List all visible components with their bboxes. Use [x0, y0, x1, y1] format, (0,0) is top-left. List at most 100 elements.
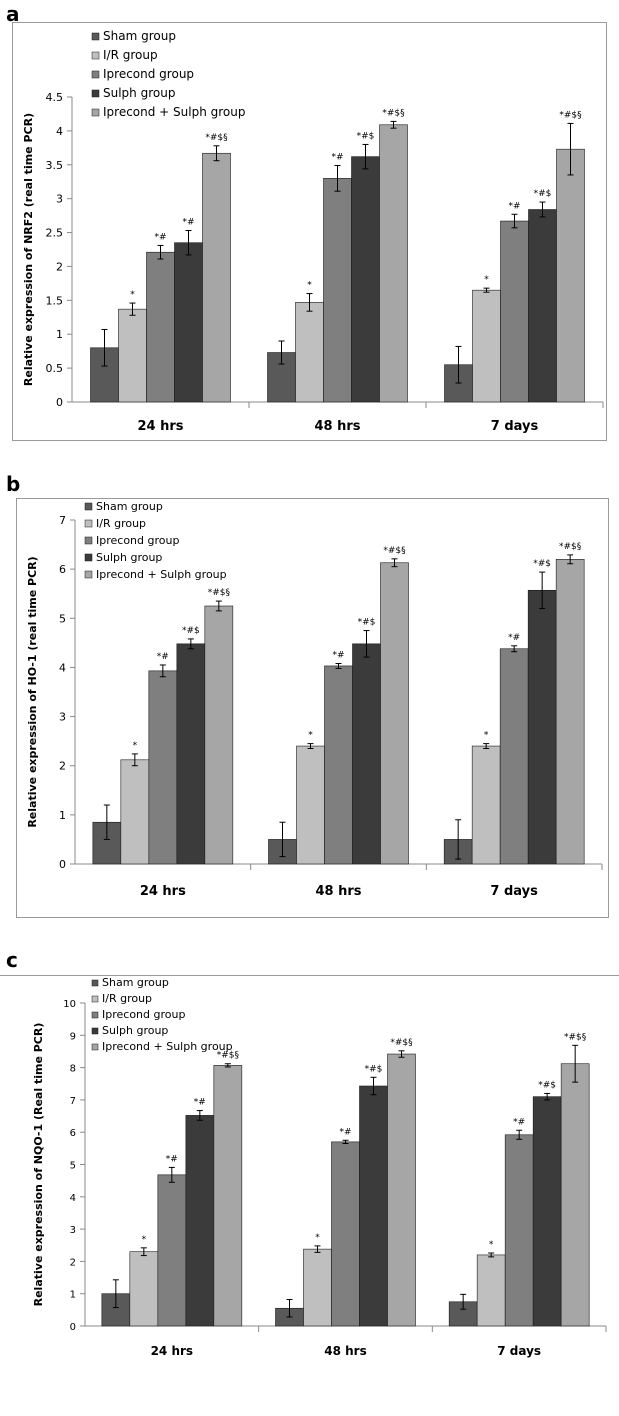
significance-label: *: [142, 1235, 147, 1245]
y-tick-label: 7: [70, 1096, 76, 1107]
y-tick-label: 3: [70, 1225, 76, 1236]
panel-label-a: a: [6, 2, 20, 26]
bar-1-3: [359, 1085, 388, 1327]
y-tick-label: 2: [59, 760, 66, 773]
legend-swatch: [91, 1027, 99, 1035]
y-tick-label: 5: [70, 1161, 76, 1172]
bar-0-4: [204, 605, 234, 865]
significance-label: *: [315, 1233, 320, 1243]
significance-label: *#: [331, 152, 343, 162]
significance-label: *#$§: [564, 1032, 587, 1042]
legend-entry: Sulph group: [103, 86, 175, 100]
y-tick-label: 0: [70, 1322, 76, 1333]
bar-0-4: [202, 152, 231, 403]
y-tick-label: 1: [59, 809, 66, 822]
legend-entry: Sulph group: [102, 1024, 168, 1037]
legend-entry: Sham group: [96, 500, 163, 513]
bar-1-2: [323, 178, 352, 403]
panel-label-b: b: [6, 472, 21, 496]
x-category-label: 24 hrs: [151, 1344, 193, 1358]
legend-swatch: [84, 502, 93, 511]
chart-b-ho1: 0 1 2 3 4 5 6 7 Relative expression of HO-1 (rea…: [16, 498, 609, 918]
significance-label: *#: [332, 650, 344, 660]
y-tick-label: 0: [56, 396, 63, 409]
bar-0-2: [157, 1174, 187, 1327]
x-category-label: 48 hrs: [314, 419, 360, 434]
significance-label: *#: [339, 1127, 351, 1137]
significance-label: *: [130, 290, 135, 300]
legend-entry: Sham group: [102, 976, 169, 989]
legend-swatch: [91, 89, 100, 98]
bar-1-4: [387, 1053, 416, 1327]
bar-0-2: [148, 670, 178, 865]
bar-2-1: [472, 289, 501, 403]
y-tick-label: 3.5: [46, 159, 64, 172]
bar-0-2: [146, 251, 175, 403]
legend-entry: I/R group: [103, 48, 158, 62]
bar-0-1: [118, 308, 147, 403]
bar-2-1: [476, 1254, 506, 1327]
y-tick-label: 9: [70, 1031, 76, 1042]
bar-1-4: [379, 124, 408, 403]
significance-label: *: [307, 281, 312, 291]
significance-label: *#$§: [217, 1051, 240, 1061]
legend-entry: Iprecond + Sulph group: [103, 105, 246, 119]
bar-0-4: [213, 1065, 243, 1327]
y-axis-title: Relative expression of NQO-1 (Real time …: [32, 1023, 45, 1307]
y-tick-label: 2.5: [46, 227, 64, 240]
significance-label: *#$: [365, 1064, 383, 1074]
legend-swatch: [84, 553, 93, 562]
bar-0-3: [176, 643, 206, 865]
chart-c-nqo1: 0 1 2 3 4 5 6 7 8 9 10 Relative expression of NQO-1…: [0, 975, 619, 1358]
bar-1-4: [380, 562, 409, 865]
bar-0-1: [129, 1251, 159, 1327]
significance-label: *#$§: [205, 133, 228, 143]
bar-2-2: [499, 648, 529, 865]
significance-label: *#$§: [390, 1038, 413, 1048]
significance-label: *#$: [358, 618, 376, 628]
bar-1-3: [352, 643, 381, 865]
chart-frame: [12, 22, 607, 441]
significance-label: *: [308, 731, 313, 741]
y-tick-label: 0.5: [46, 362, 64, 375]
x-category-label: 7 days: [491, 419, 539, 434]
bar-0-1: [120, 759, 150, 865]
y-tick-label: 1: [70, 1290, 76, 1301]
legend-entry: Iprecond group: [96, 534, 179, 547]
significance-label: *#$: [533, 559, 551, 569]
legend-swatch: [91, 979, 99, 987]
y-tick-label: 1: [56, 328, 63, 341]
significance-label: *#: [508, 201, 520, 211]
significance-label: *#$§: [559, 110, 582, 120]
x-category-label: 24 hrs: [140, 884, 186, 899]
x-category-label: 24 hrs: [137, 419, 183, 434]
significance-label: *#$: [357, 131, 375, 141]
bar-2-2: [500, 220, 529, 403]
significance-label: *#: [154, 232, 166, 242]
y-tick-label: 0: [59, 858, 66, 871]
y-tick-label: 4: [70, 1193, 76, 1204]
bar-1-2: [331, 1141, 360, 1327]
significance-label: *#$§: [559, 542, 582, 552]
y-tick-label: 3: [59, 711, 66, 724]
legend-swatch: [84, 519, 93, 528]
significance-label: *#$§: [383, 546, 406, 556]
bar-2-4: [556, 148, 585, 403]
x-category-label: 7 days: [497, 1344, 541, 1358]
bar-1-1: [303, 1248, 332, 1327]
chart-a-nrf2: 0 0.5 1 1.5 2 2.5 3 3.5 4 4.5 Relative expression …: [12, 22, 607, 441]
legend-entry: Iprecond group: [103, 67, 194, 81]
bar-2-4: [560, 1063, 590, 1327]
x-category-label: 48 hrs: [315, 884, 361, 899]
bar-2-2: [504, 1134, 534, 1327]
y-tick-label: 7: [59, 514, 66, 527]
significance-label: *#$: [538, 1080, 556, 1090]
legend-entry: I/R group: [96, 517, 146, 530]
y-tick-label: 10: [63, 999, 76, 1010]
legend-entry: Sham group: [103, 29, 176, 43]
legend-entry: I/R group: [102, 992, 152, 1005]
y-tick-label: 6: [70, 1128, 76, 1139]
y-tick-label: 4: [56, 125, 63, 138]
y-tick-label: 2: [70, 1257, 76, 1268]
significance-label: *#: [166, 1154, 178, 1164]
